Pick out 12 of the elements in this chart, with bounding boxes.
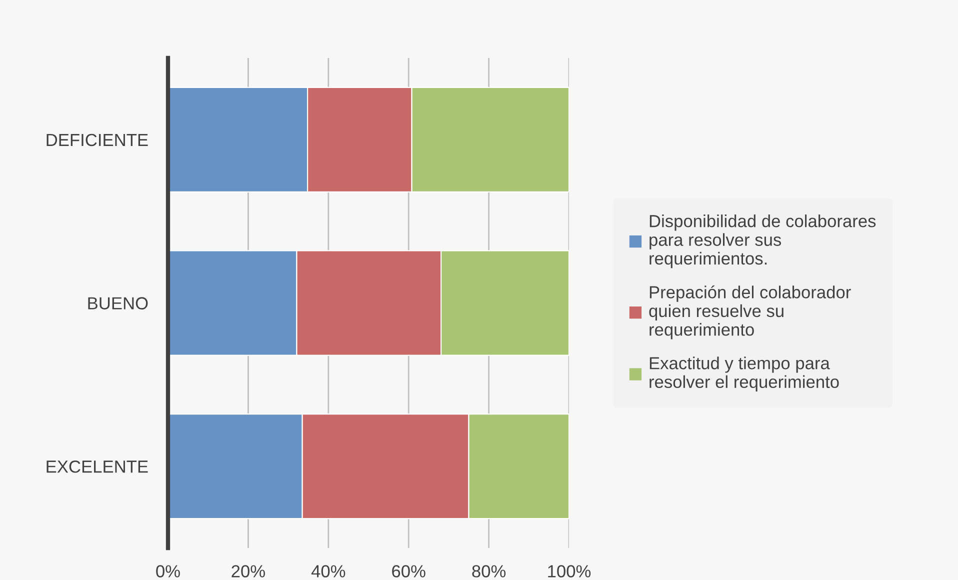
x-tick-label: 0%: [156, 565, 180, 578]
x-tick-label: 20%: [232, 565, 265, 578]
legend-label: Exactitud y tiempo para resolver el requerimiento: [650, 356, 839, 392]
x-tick-label: 100%: [548, 565, 591, 578]
legend-label: Prepación del colaborador quien resuelve su requerimiento: [649, 285, 851, 340]
x-tick-label: 60%: [392, 565, 426, 578]
x-tick-label: 80%: [472, 565, 506, 578]
legend-label: Disponibilidad de colaborares para resolver sus requerimientos.: [650, 214, 876, 268]
y-tick-label: BUENO: [88, 297, 148, 310]
x-tick-label: 40%: [311, 565, 346, 578]
y-tick-label: EXCELENTE: [46, 460, 148, 473]
y-tick-label: DEFICIENTE: [46, 134, 148, 146]
